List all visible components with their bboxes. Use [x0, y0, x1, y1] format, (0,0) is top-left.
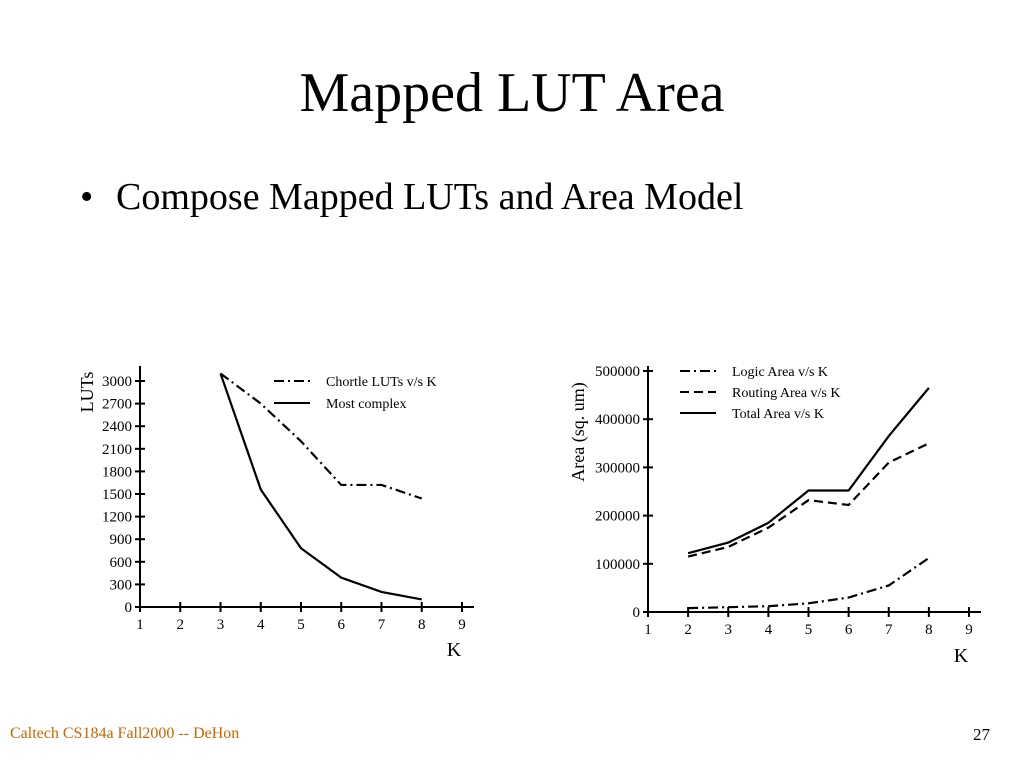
y-axis-label: Area (sq. um) [568, 382, 589, 481]
x-tick-label: 7 [378, 617, 386, 633]
y-tick-label: 2700 [102, 397, 132, 413]
series-line [687, 442, 930, 558]
y-tick-label: 900 [110, 532, 133, 548]
bullet-marker: • [80, 176, 94, 218]
y-tick-label: 1500 [102, 487, 132, 503]
series-line [219, 373, 422, 601]
x-tick-label: 7 [885, 622, 893, 638]
x-axis-label: K [954, 645, 969, 667]
legend-label: Most complex [326, 397, 407, 412]
y-tick-label: 1200 [102, 510, 132, 526]
y-tick-label: 0 [125, 600, 133, 616]
x-tick-label: 5 [297, 617, 305, 633]
page-number: 27 [973, 725, 990, 744]
bullet-text: Compose Mapped LUTs and Area Model [116, 176, 744, 218]
x-tick-label: 1 [644, 622, 652, 638]
x-tick-label: 8 [925, 622, 933, 638]
y-tick-label: 0 [633, 605, 641, 621]
x-tick-label: 9 [965, 622, 973, 638]
x-tick-label: 4 [765, 622, 773, 638]
y-axis-label: LUTs [77, 372, 97, 413]
y-tick-label: 2400 [102, 419, 132, 435]
y-tick-label: 300000 [595, 460, 640, 476]
y-tick-label: 2100 [102, 442, 132, 458]
x-tick-label: 3 [725, 622, 733, 638]
y-tick-label: 500000 [595, 364, 640, 380]
slide-title: Mapped LUT Area [299, 62, 725, 124]
bullet-item: • Compose Mapped LUTs and Area Model [80, 172, 743, 222]
legend-label: Total Area v/s K [732, 407, 824, 422]
x-tick-label: 6 [338, 617, 346, 633]
y-tick-label: 100000 [595, 557, 640, 573]
y-tick-label: 200000 [595, 509, 640, 525]
x-tick-label: 5 [805, 622, 813, 638]
legend-label: Chortle LUTs v/s K [326, 375, 437, 390]
series-line [687, 387, 930, 555]
legend-label: Logic Area v/s K [732, 365, 828, 380]
y-tick-label: 300 [110, 577, 133, 593]
x-tick-label: 4 [257, 617, 265, 633]
x-tick-label: 3 [217, 617, 225, 633]
y-tick-label: 400000 [595, 412, 640, 428]
y-tick-label: 1800 [102, 464, 132, 480]
footer-text: Caltech CS184a Fall2000 -- DeHon [10, 725, 240, 742]
y-tick-label: 600 [110, 555, 133, 571]
x-axis-label: K [447, 639, 462, 661]
x-tick-label: 8 [418, 617, 426, 633]
x-tick-label: 9 [458, 617, 466, 633]
x-tick-label: 2 [684, 622, 692, 638]
x-tick-label: 1 [136, 617, 144, 633]
x-tick-label: 6 [845, 622, 853, 638]
series-line [219, 372, 423, 500]
legend-label: Routing Area v/s K [732, 386, 841, 401]
y-tick-label: 3000 [102, 374, 132, 390]
series-line [688, 557, 930, 610]
x-tick-label: 2 [177, 617, 185, 633]
